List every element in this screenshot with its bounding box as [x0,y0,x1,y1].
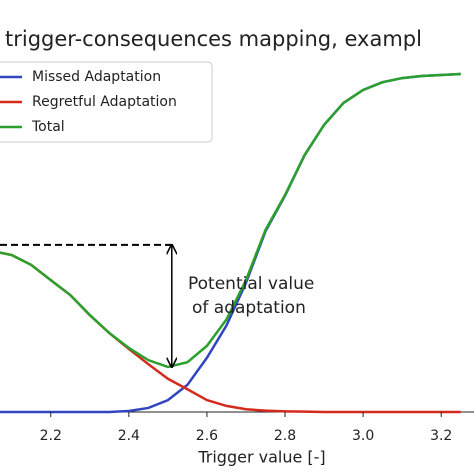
annotation: of adaptation [192,298,306,318]
series-line [0,72,461,369]
legend-label: Regretful Adaptation [32,94,177,110]
legend-box [0,61,213,143]
x-tick-label: 2.6 [196,428,218,444]
x-tick-label: 2.2 [40,428,62,444]
x-tick-label: 3.0 [352,428,374,444]
legend-label: Total [31,119,65,135]
x-tick-label: 2.8 [274,428,296,444]
annotation: Potential value [188,274,314,294]
x-axis-label: Trigger value [-] [197,448,325,467]
chart-title: trigger-consequences mapping, exampl [5,27,422,51]
plot-area [0,72,461,414]
x-tick-label: 2.4 [118,428,140,444]
legend-label: Missed Adaptation [32,69,161,85]
x-tick-label: 3.2 [430,428,452,444]
